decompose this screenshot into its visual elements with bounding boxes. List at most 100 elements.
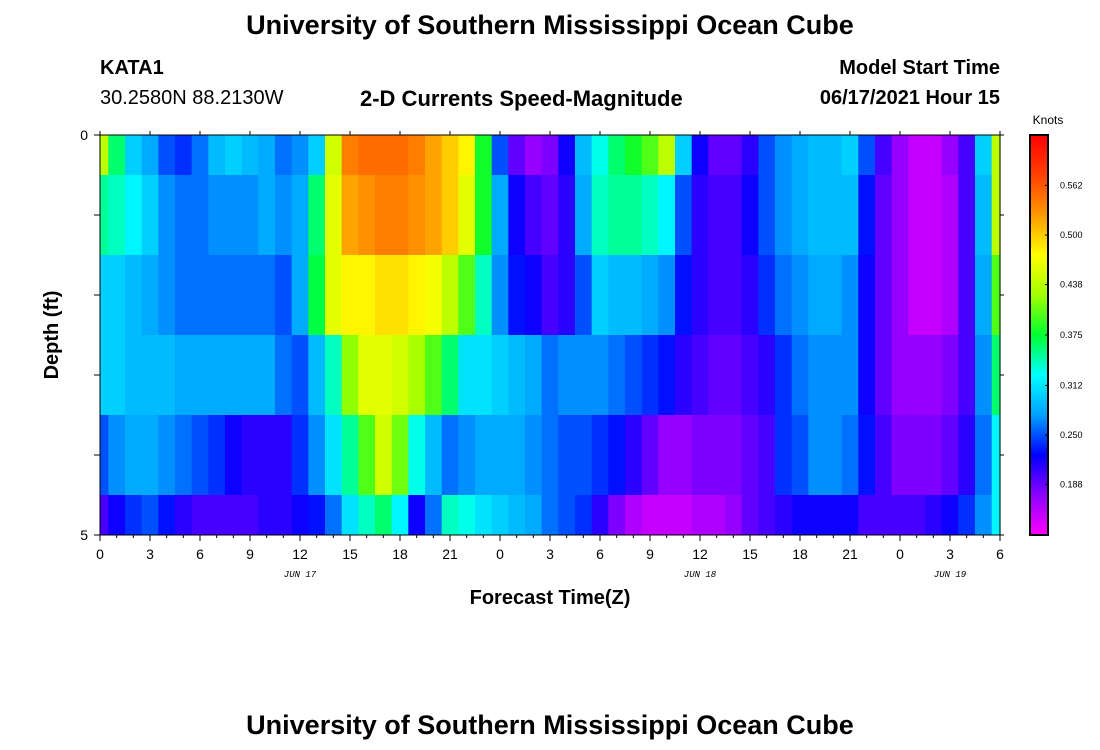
heatmap-cell — [708, 335, 726, 415]
heatmap-cell — [808, 495, 826, 535]
heatmap-cell — [508, 255, 526, 335]
heatmap-cell — [725, 175, 743, 255]
heatmap-cell — [758, 335, 776, 415]
heatmap-cell — [925, 175, 943, 255]
heatmap-cell — [541, 175, 559, 255]
heatmap-cell — [858, 135, 876, 175]
heatmap-cell — [241, 335, 259, 415]
colorbar-tick-label: 0.375 — [1060, 330, 1083, 340]
date-label: JUN 18 — [684, 570, 717, 580]
heatmap-cell — [975, 335, 993, 415]
heatmap-cell — [291, 495, 309, 535]
heatmap-cell — [341, 495, 359, 535]
heatmap-cell — [308, 335, 326, 415]
heatmap-cell — [675, 335, 693, 415]
heatmap-cell — [875, 255, 893, 335]
heatmap-cell — [491, 135, 509, 175]
heatmap-cell — [875, 415, 893, 495]
heatmap-cell — [141, 255, 159, 335]
heatmap-cell — [825, 495, 843, 535]
heatmap-cell — [275, 415, 293, 495]
heatmap-cell — [775, 135, 793, 175]
heatmap-cell — [941, 495, 959, 535]
heatmap-cell — [825, 415, 843, 495]
heatmap-cell — [575, 175, 593, 255]
heatmap-cell — [125, 335, 143, 415]
heatmap-cell — [175, 415, 193, 495]
heatmap-cell — [325, 335, 343, 415]
heatmap-cell — [208, 255, 226, 335]
station-coordinates: 30.2580N 88.2130W — [100, 87, 284, 109]
heatmap-cell — [858, 415, 876, 495]
heatmap-cell — [908, 175, 926, 255]
heatmap-cell — [358, 415, 376, 495]
heatmap-cell — [875, 335, 893, 415]
heatmap-cell — [808, 415, 826, 495]
heatmap-cell — [958, 415, 976, 495]
heatmap-cell — [691, 255, 709, 335]
heatmap-cell — [375, 495, 393, 535]
heatmap-cell — [525, 335, 543, 415]
heatmap-cell — [258, 495, 276, 535]
heatmap-cell — [558, 175, 576, 255]
heatmap-cell — [208, 495, 226, 535]
heatmap-cell — [958, 335, 976, 415]
colorbar-tick-label: 0.250 — [1060, 430, 1083, 440]
x-tick-label: 15 — [742, 546, 758, 562]
heatmap-cell — [791, 335, 809, 415]
heatmap-cell — [775, 495, 793, 535]
x-tick-label: 21 — [842, 546, 858, 562]
heatmap-cell — [541, 135, 559, 175]
heatmap-cell — [258, 335, 276, 415]
date-label: JUN 19 — [934, 570, 967, 580]
heatmap-cell — [308, 415, 326, 495]
heatmap-cell — [808, 175, 826, 255]
heatmap-cell — [475, 255, 493, 335]
x-tick-label: 6 — [996, 546, 1004, 562]
heatmap-cell — [925, 495, 943, 535]
heatmap-cell — [341, 255, 359, 335]
heatmap-cell — [825, 175, 843, 255]
heatmap-cell — [758, 175, 776, 255]
heatmap-cell — [441, 495, 459, 535]
heatmap-cell — [575, 415, 593, 495]
heatmap-cell — [425, 135, 443, 175]
heatmap-cell — [241, 175, 259, 255]
heatmap-cell — [908, 335, 926, 415]
model-start-time: 06/17/2021 Hour 15 — [819, 87, 1000, 109]
heatmap-cell — [775, 255, 793, 335]
heatmap-cell — [191, 335, 209, 415]
heatmap-cell — [508, 495, 526, 535]
heatmap-cell — [100, 255, 109, 335]
heatmap-cell — [975, 415, 993, 495]
date-label: JUN 17 — [284, 570, 317, 580]
chart-axes: 0 3 6 9 12 15 18 21 0 3 6 9 12 15 18 21 0 3 6 JUN 17 JUN 18 J… — [80, 127, 1004, 580]
heatmap-cell — [575, 335, 593, 415]
heatmap-cell — [891, 335, 909, 415]
heatmap-cell — [258, 175, 276, 255]
heatmap-cell — [391, 335, 409, 415]
heatmap-cell — [225, 415, 243, 495]
heatmap-cell — [975, 495, 993, 535]
heatmap-cell — [775, 415, 793, 495]
heatmap-cell — [100, 415, 109, 495]
heatmap-cell — [591, 415, 609, 495]
heatmap-cell — [491, 255, 509, 335]
heatmap-cell — [675, 135, 693, 175]
heatmap-cell — [941, 335, 959, 415]
heatmap-cell — [175, 255, 193, 335]
heatmap-cell — [425, 255, 443, 335]
heatmap-cell — [141, 495, 159, 535]
heatmap-cell — [458, 415, 476, 495]
heatmap-cell — [591, 135, 609, 175]
heatmap-cell — [225, 175, 243, 255]
heatmap-cell — [691, 175, 709, 255]
heatmap-cell — [891, 175, 909, 255]
heatmap-cell — [308, 495, 326, 535]
heatmap-cell — [425, 495, 443, 535]
heatmap-cell — [658, 175, 676, 255]
colorbar-label: Knots — [1033, 113, 1064, 127]
x-tick-label: 12 — [292, 546, 308, 562]
heatmap-cell — [175, 175, 193, 255]
heatmap-cell — [225, 495, 243, 535]
